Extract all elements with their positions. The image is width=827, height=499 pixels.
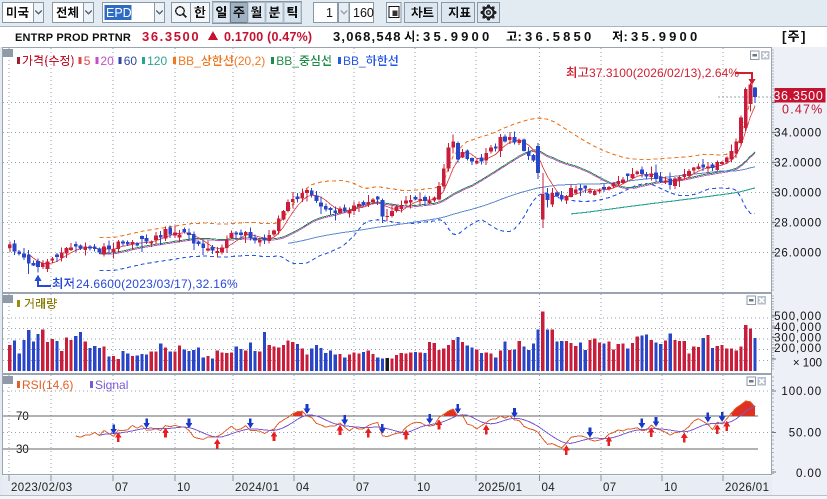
svg-text:BB_: BB_ [276, 54, 299, 68]
svg-text:160: 160 [353, 6, 374, 20]
svg-text:28.0000: 28.0000 [774, 218, 822, 230]
svg-text:300,000: 300,000 [774, 333, 822, 345]
svg-text:]: ] [801, 29, 806, 44]
svg-text:30.0000: 30.0000 [774, 188, 822, 200]
svg-text:10: 10 [177, 482, 191, 494]
svg-text:3,068,548: 3,068,548 [333, 29, 402, 44]
svg-text::35.9900: :35.9900 [416, 29, 493, 44]
svg-text:0.1700 (0.47%): 0.1700 (0.47%) [224, 30, 312, 44]
svg-text:26.0000: 26.0000 [774, 248, 822, 260]
svg-text:07: 07 [115, 482, 129, 494]
svg-text:04: 04 [542, 482, 556, 494]
svg-text:0.47%: 0.47% [782, 103, 823, 117]
svg-text:500,000: 500,000 [774, 311, 822, 323]
svg-text:(20,2): (20,2) [234, 54, 265, 68]
svg-text:EPD: EPD [106, 6, 132, 20]
svg-text:32.0000: 32.0000 [774, 158, 822, 170]
svg-text:[: [ [782, 29, 787, 44]
svg-text::36.5850: :36.5850 [518, 29, 595, 44]
svg-text:07: 07 [603, 482, 617, 494]
svg-text:34.0000: 34.0000 [774, 128, 822, 140]
svg-text:2024/01: 2024/01 [235, 482, 279, 494]
svg-text:BB_: BB_ [343, 54, 366, 68]
svg-text:70: 70 [16, 411, 29, 423]
svg-text:200,000: 200,000 [774, 343, 822, 355]
svg-text:2023/02/03: 2023/02/03 [11, 482, 73, 494]
svg-text:BB_: BB_ [178, 54, 201, 68]
svg-text:10: 10 [664, 482, 678, 494]
svg-text:10: 10 [417, 482, 431, 494]
svg-text:36.3500: 36.3500 [773, 89, 823, 103]
svg-text:04: 04 [296, 482, 310, 494]
svg-text:24.6600(2023/03/17),32.16%: 24.6600(2023/03/17),32.16% [76, 277, 238, 291]
svg-text:0.00: 0.00 [796, 468, 822, 480]
svg-text:07: 07 [356, 482, 370, 494]
svg-text:ENTRP PROD PRTNR: ENTRP PROD PRTNR [15, 32, 131, 44]
svg-text:60: 60 [124, 54, 138, 68]
svg-text:400,000: 400,000 [774, 322, 822, 334]
svg-text:20: 20 [100, 54, 114, 68]
svg-text:2025/01: 2025/01 [478, 482, 522, 494]
svg-text:Signal: Signal [95, 378, 128, 392]
svg-text:× 100: × 100 [793, 358, 822, 370]
svg-text:30: 30 [16, 444, 29, 456]
svg-text::35.9900: :35.9900 [624, 29, 701, 44]
svg-text:36.3500: 36.3500 [142, 29, 200, 44]
svg-text:2026/01: 2026/01 [725, 482, 769, 494]
svg-text:RSI(14,6): RSI(14,6) [22, 378, 73, 392]
svg-text:100.00: 100.00 [781, 386, 822, 398]
svg-text:1: 1 [326, 6, 333, 20]
svg-text:5: 5 [84, 54, 91, 68]
svg-text:50.00: 50.00 [789, 428, 822, 440]
svg-text:120: 120 [147, 54, 167, 68]
svg-text:37.3100(2026/02/13),2.64%: 37.3100(2026/02/13),2.64% [589, 66, 739, 80]
